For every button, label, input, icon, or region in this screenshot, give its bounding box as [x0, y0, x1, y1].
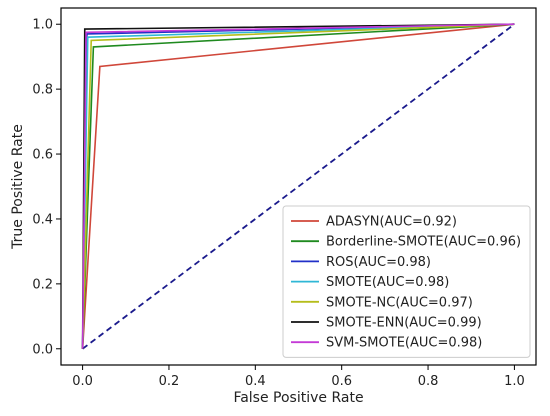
series-line-6 — [81, 23, 515, 349]
legend-label: ADASYN(AUC=0.92) — [326, 215, 457, 230]
legend-label: SMOTE(AUC=0.98) — [326, 275, 449, 290]
y-tick-label: 0.6 — [32, 148, 53, 163]
y-tick-label: 1.0 — [32, 18, 53, 33]
legend-label: ROS(AUC=0.98) — [326, 255, 431, 270]
series-line-4 — [81, 23, 515, 349]
y-tick-label: 0.4 — [32, 212, 53, 227]
x-tick-label: 0.2 — [159, 374, 180, 389]
reference-diagonal-line — [82, 23, 515, 350]
legend-label: SVM-SMOTE(AUC=0.98) — [326, 336, 482, 351]
y-tick-label: 0.2 — [32, 277, 53, 292]
y-axis-title: True Positive Rate — [10, 124, 26, 250]
x-tick-label: 0.0 — [72, 374, 93, 389]
legend-box — [282, 205, 531, 358]
legend-label: SMOTE-ENN(AUC=0.99) — [326, 316, 482, 331]
x-tick-label: 1.0 — [504, 374, 525, 389]
x-axis-title: False Positive Rate — [233, 390, 363, 406]
axis-ticks: 0.0 0.2 0.4 0.6 0.8 1.0 0.0 0.2 0.4 0.6 0.8 1.0 — [32, 18, 524, 389]
legend: ADASYN(AUC=0.92) Borderline-SMOTE(AUC=0.9… — [282, 205, 531, 358]
series-lines — [81, 23, 515, 350]
legend-label: SMOTE-NC(AUC=0.97) — [326, 295, 473, 310]
legend-label: Borderline-SMOTE(AUC=0.96) — [326, 235, 521, 250]
x-tick-label: 0.4 — [245, 374, 266, 389]
y-tick-label: 0.8 — [32, 83, 53, 98]
y-tick-label: 0.0 — [32, 342, 53, 357]
series-line-0 — [81, 23, 515, 349]
x-tick-label: 0.6 — [331, 374, 352, 389]
x-tick-label: 0.8 — [418, 374, 439, 389]
